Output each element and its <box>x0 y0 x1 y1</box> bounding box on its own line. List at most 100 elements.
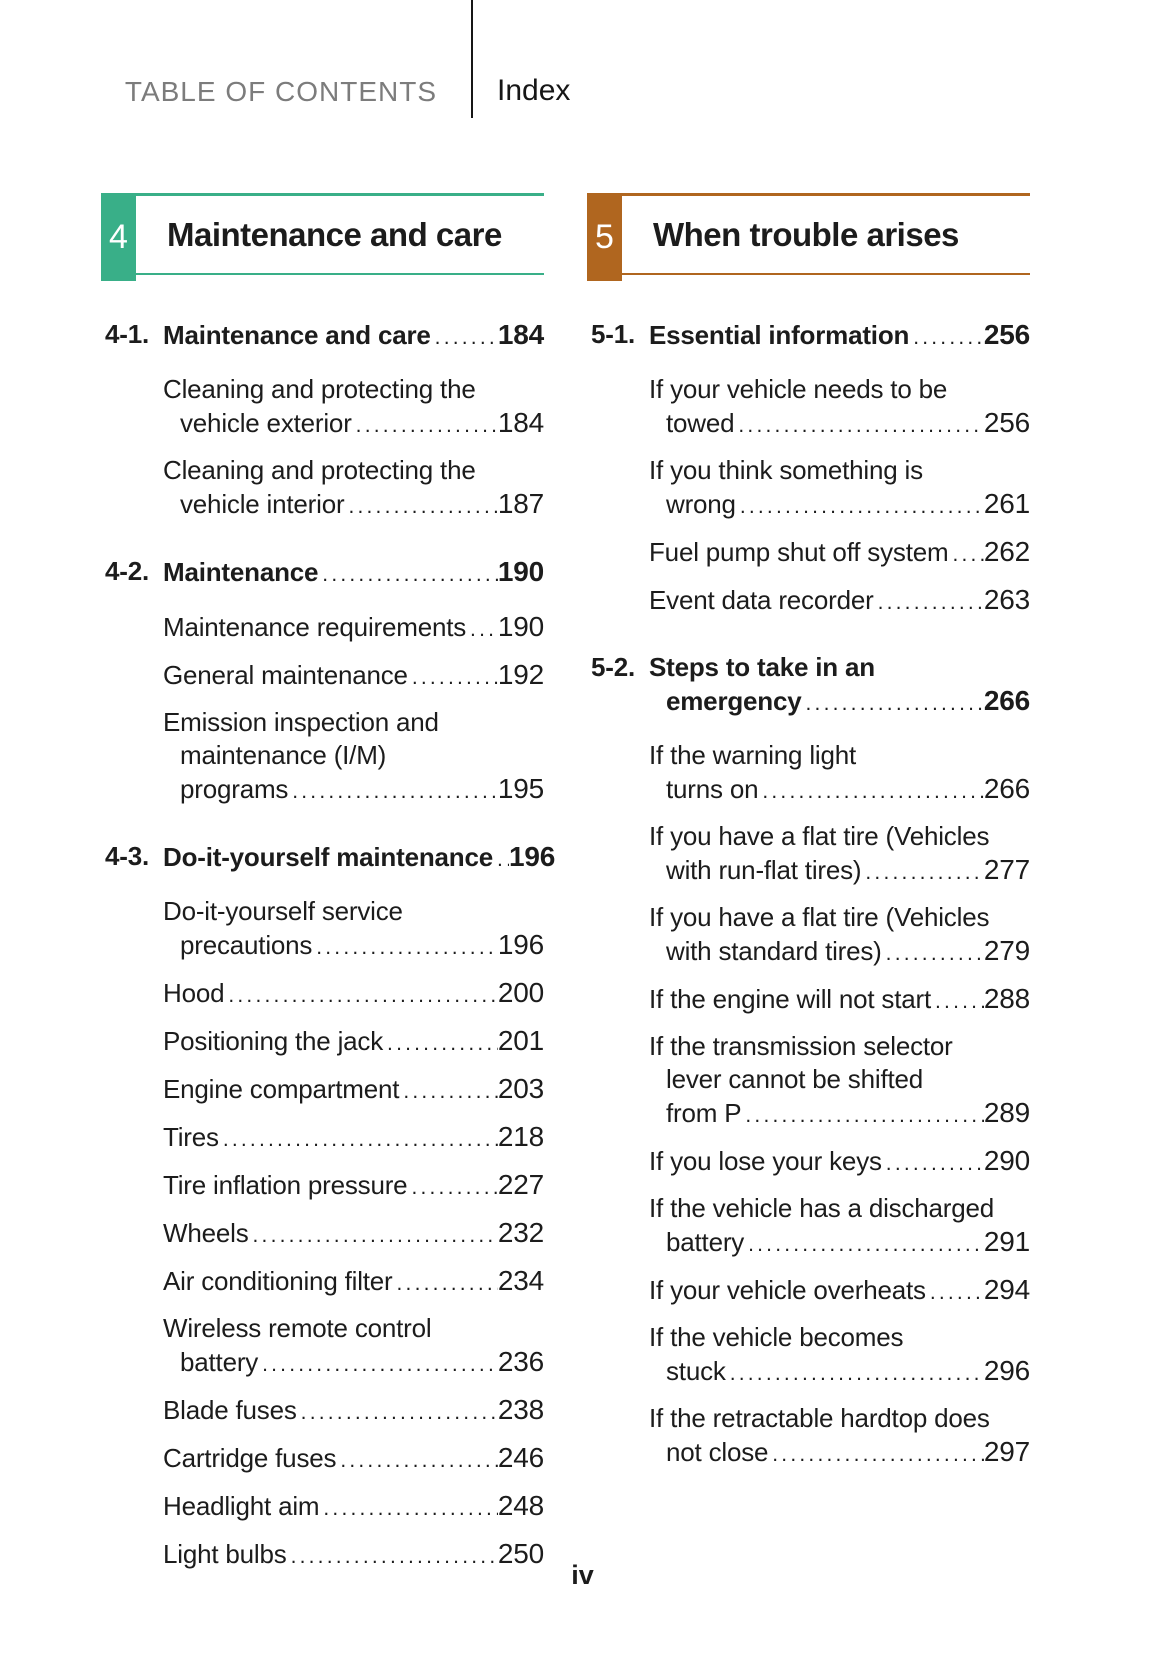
entry-text: Light bulbs <box>163 1539 287 1569</box>
page-ref: 277 <box>983 854 1030 885</box>
page-ref: 291 <box>983 1226 1030 1257</box>
entry-line: with run-flat tires)....................… <box>649 853 1030 889</box>
entry-text: Positioning the jack <box>163 1026 384 1056</box>
entry-text: Maintenance <box>163 557 319 587</box>
chapter-number-badge: 5 <box>587 193 622 281</box>
chapter-5-header: 5 When trouble arises <box>587 193 1030 281</box>
toc-entry: If the vehicle has a discharged battery..… <box>649 1192 1030 1261</box>
page-ref: 263 <box>983 584 1030 615</box>
group-title-line: emergency...............................… <box>649 684 1030 720</box>
entry-text: General maintenance <box>163 660 408 690</box>
toc-entry: Tire inflation pressure.................… <box>163 1168 544 1204</box>
entry-line: maintenance (I/M) <box>180 740 387 770</box>
entry-line: Headlight aim...........................… <box>163 1489 544 1525</box>
entry-text: towed <box>666 408 735 438</box>
toc-entry: Cartridge fuses.........................… <box>163 1441 544 1477</box>
entry-line: If the vehicle has a discharged <box>649 1193 995 1223</box>
page-footer: iv <box>0 1560 1165 1591</box>
entry-line: not close...............................… <box>649 1435 1030 1471</box>
dot-leader: ........................................… <box>935 990 984 1013</box>
entry-text: Tires <box>163 1122 219 1152</box>
toc-entry: If your vehicle overheats...............… <box>649 1273 1030 1309</box>
entry-line: Cleaning and protecting the <box>163 455 476 485</box>
page-ref: 297 <box>983 1436 1030 1467</box>
toc-entry: If you have a flat tire (Vehicles with st… <box>649 901 1030 970</box>
entry-line: Cleaning and protecting the <box>163 374 476 404</box>
entry-line: precautions.............................… <box>163 928 544 964</box>
page-ref: 290 <box>983 1145 1030 1176</box>
dot-leader: ........................................… <box>228 984 498 1007</box>
toc-entry: Positioning the jack....................… <box>163 1024 544 1060</box>
entry-line: Wheels..................................… <box>163 1216 544 1252</box>
entry-line: Event data recorder.....................… <box>649 583 1030 619</box>
page-ref: 234 <box>497 1265 544 1296</box>
dot-leader: ........................................… <box>885 942 984 965</box>
page-ref: 201 <box>497 1025 544 1056</box>
entry-text: If your vehicle overheats <box>649 1275 926 1305</box>
group-number: 5-2. <box>591 652 636 682</box>
entry-text: Headlight aim <box>163 1491 320 1521</box>
entry-line: Fuel pump shut off system...............… <box>649 535 1030 571</box>
entry-line: General maintenance.....................… <box>163 658 544 694</box>
page-ref: 238 <box>497 1394 544 1425</box>
entry-line: If you have a flat tire (Vehicles <box>649 821 990 851</box>
entry-line: If your vehicle needs to be <box>649 374 948 404</box>
page-number: iv <box>571 1560 594 1590</box>
dot-leader: ........................................… <box>396 1272 498 1295</box>
toc-group: 4-3. Do-it-yourself maintenance..........… <box>101 840 555 1573</box>
toc-entry: If the vehicle becomes stuck.............… <box>649 1321 1030 1390</box>
dot-leader: ........................................… <box>262 1353 498 1376</box>
entry-text: Essential information <box>649 320 910 350</box>
entry-line: If your vehicle overheats...............… <box>649 1273 1030 1309</box>
entry-line: Air conditioning filter.................… <box>163 1264 544 1300</box>
page-ref: 288 <box>983 983 1030 1014</box>
toc-entry: Engine compartment......................… <box>163 1072 544 1108</box>
entry-text: Do-it-yourself maintenance <box>163 842 493 872</box>
entry-text: If the engine will not start <box>649 984 931 1014</box>
toc-entry: Hood....................................… <box>163 976 544 1012</box>
group-number: 4-1. <box>105 319 150 349</box>
entry-line: lever cannot be shifted <box>666 1064 924 1094</box>
dot-leader: ........................................… <box>470 618 498 641</box>
page-ref: 195 <box>497 773 544 804</box>
toc-entry: Wheels..................................… <box>163 1216 544 1252</box>
toc-entry: If the transmission selector lever cannot… <box>649 1030 1030 1132</box>
entry-text: vehicle interior <box>180 489 345 519</box>
page-ref: 187 <box>497 488 544 519</box>
entry-text: Air conditioning filter <box>163 1266 393 1296</box>
dot-leader: ........................................… <box>355 414 498 437</box>
page-ref: 289 <box>983 1097 1030 1128</box>
entry-line: If the warning light <box>649 740 857 770</box>
entry-text: Event data recorder <box>649 585 874 615</box>
entry-line: Cartridge fuses.........................… <box>163 1441 544 1477</box>
entry-text: Engine compartment <box>163 1074 400 1104</box>
dot-leader: ........................................… <box>772 1443 984 1466</box>
page-ref: 232 <box>497 1217 544 1248</box>
index-tab-label: Index <box>497 74 571 107</box>
toc-entry: Light bulbs.............................… <box>163 1537 544 1573</box>
toc-group-heading: 5-2. Steps to take in an emergency........… <box>587 651 1030 720</box>
group-title-line: Essential information...................… <box>649 318 1030 354</box>
page-ref: 294 <box>983 1274 1030 1305</box>
entry-line: Blade fuses.............................… <box>163 1393 544 1429</box>
toc-entry: Do-it-yourself service precautions.......… <box>163 895 544 964</box>
toc-entry: Emission inspection and maintenance (I/M)… <box>163 706 544 808</box>
entry-line: If the retractable hardtop does <box>649 1403 990 1433</box>
entry-text: vehicle exterior <box>180 408 352 438</box>
dot-leader: ........................................… <box>913 326 984 349</box>
page-ref: 203 <box>497 1073 544 1104</box>
chapter-number-badge: 4 <box>101 193 136 281</box>
entry-text: from P <box>666 1098 742 1128</box>
entry-text: programs <box>180 774 289 804</box>
toc-entry: If you lose your keys...................… <box>649 1144 1030 1180</box>
dot-leader: ........................................… <box>762 780 984 803</box>
page-ref: 190 <box>497 611 544 642</box>
chapter-5-column: 5 When trouble arises 5-1. Essential info… <box>587 193 1030 1585</box>
entry-line: If you think something is <box>649 455 923 485</box>
entry-text: Wheels <box>163 1218 249 1248</box>
entry-line: Maintenance requirements................… <box>163 610 544 646</box>
toc-entry: Event data recorder.....................… <box>649 583 1030 619</box>
entry-line: vehicle exterior........................… <box>163 406 544 442</box>
entry-line: towed...................................… <box>649 406 1030 442</box>
dot-leader: ........................................… <box>300 1401 498 1424</box>
